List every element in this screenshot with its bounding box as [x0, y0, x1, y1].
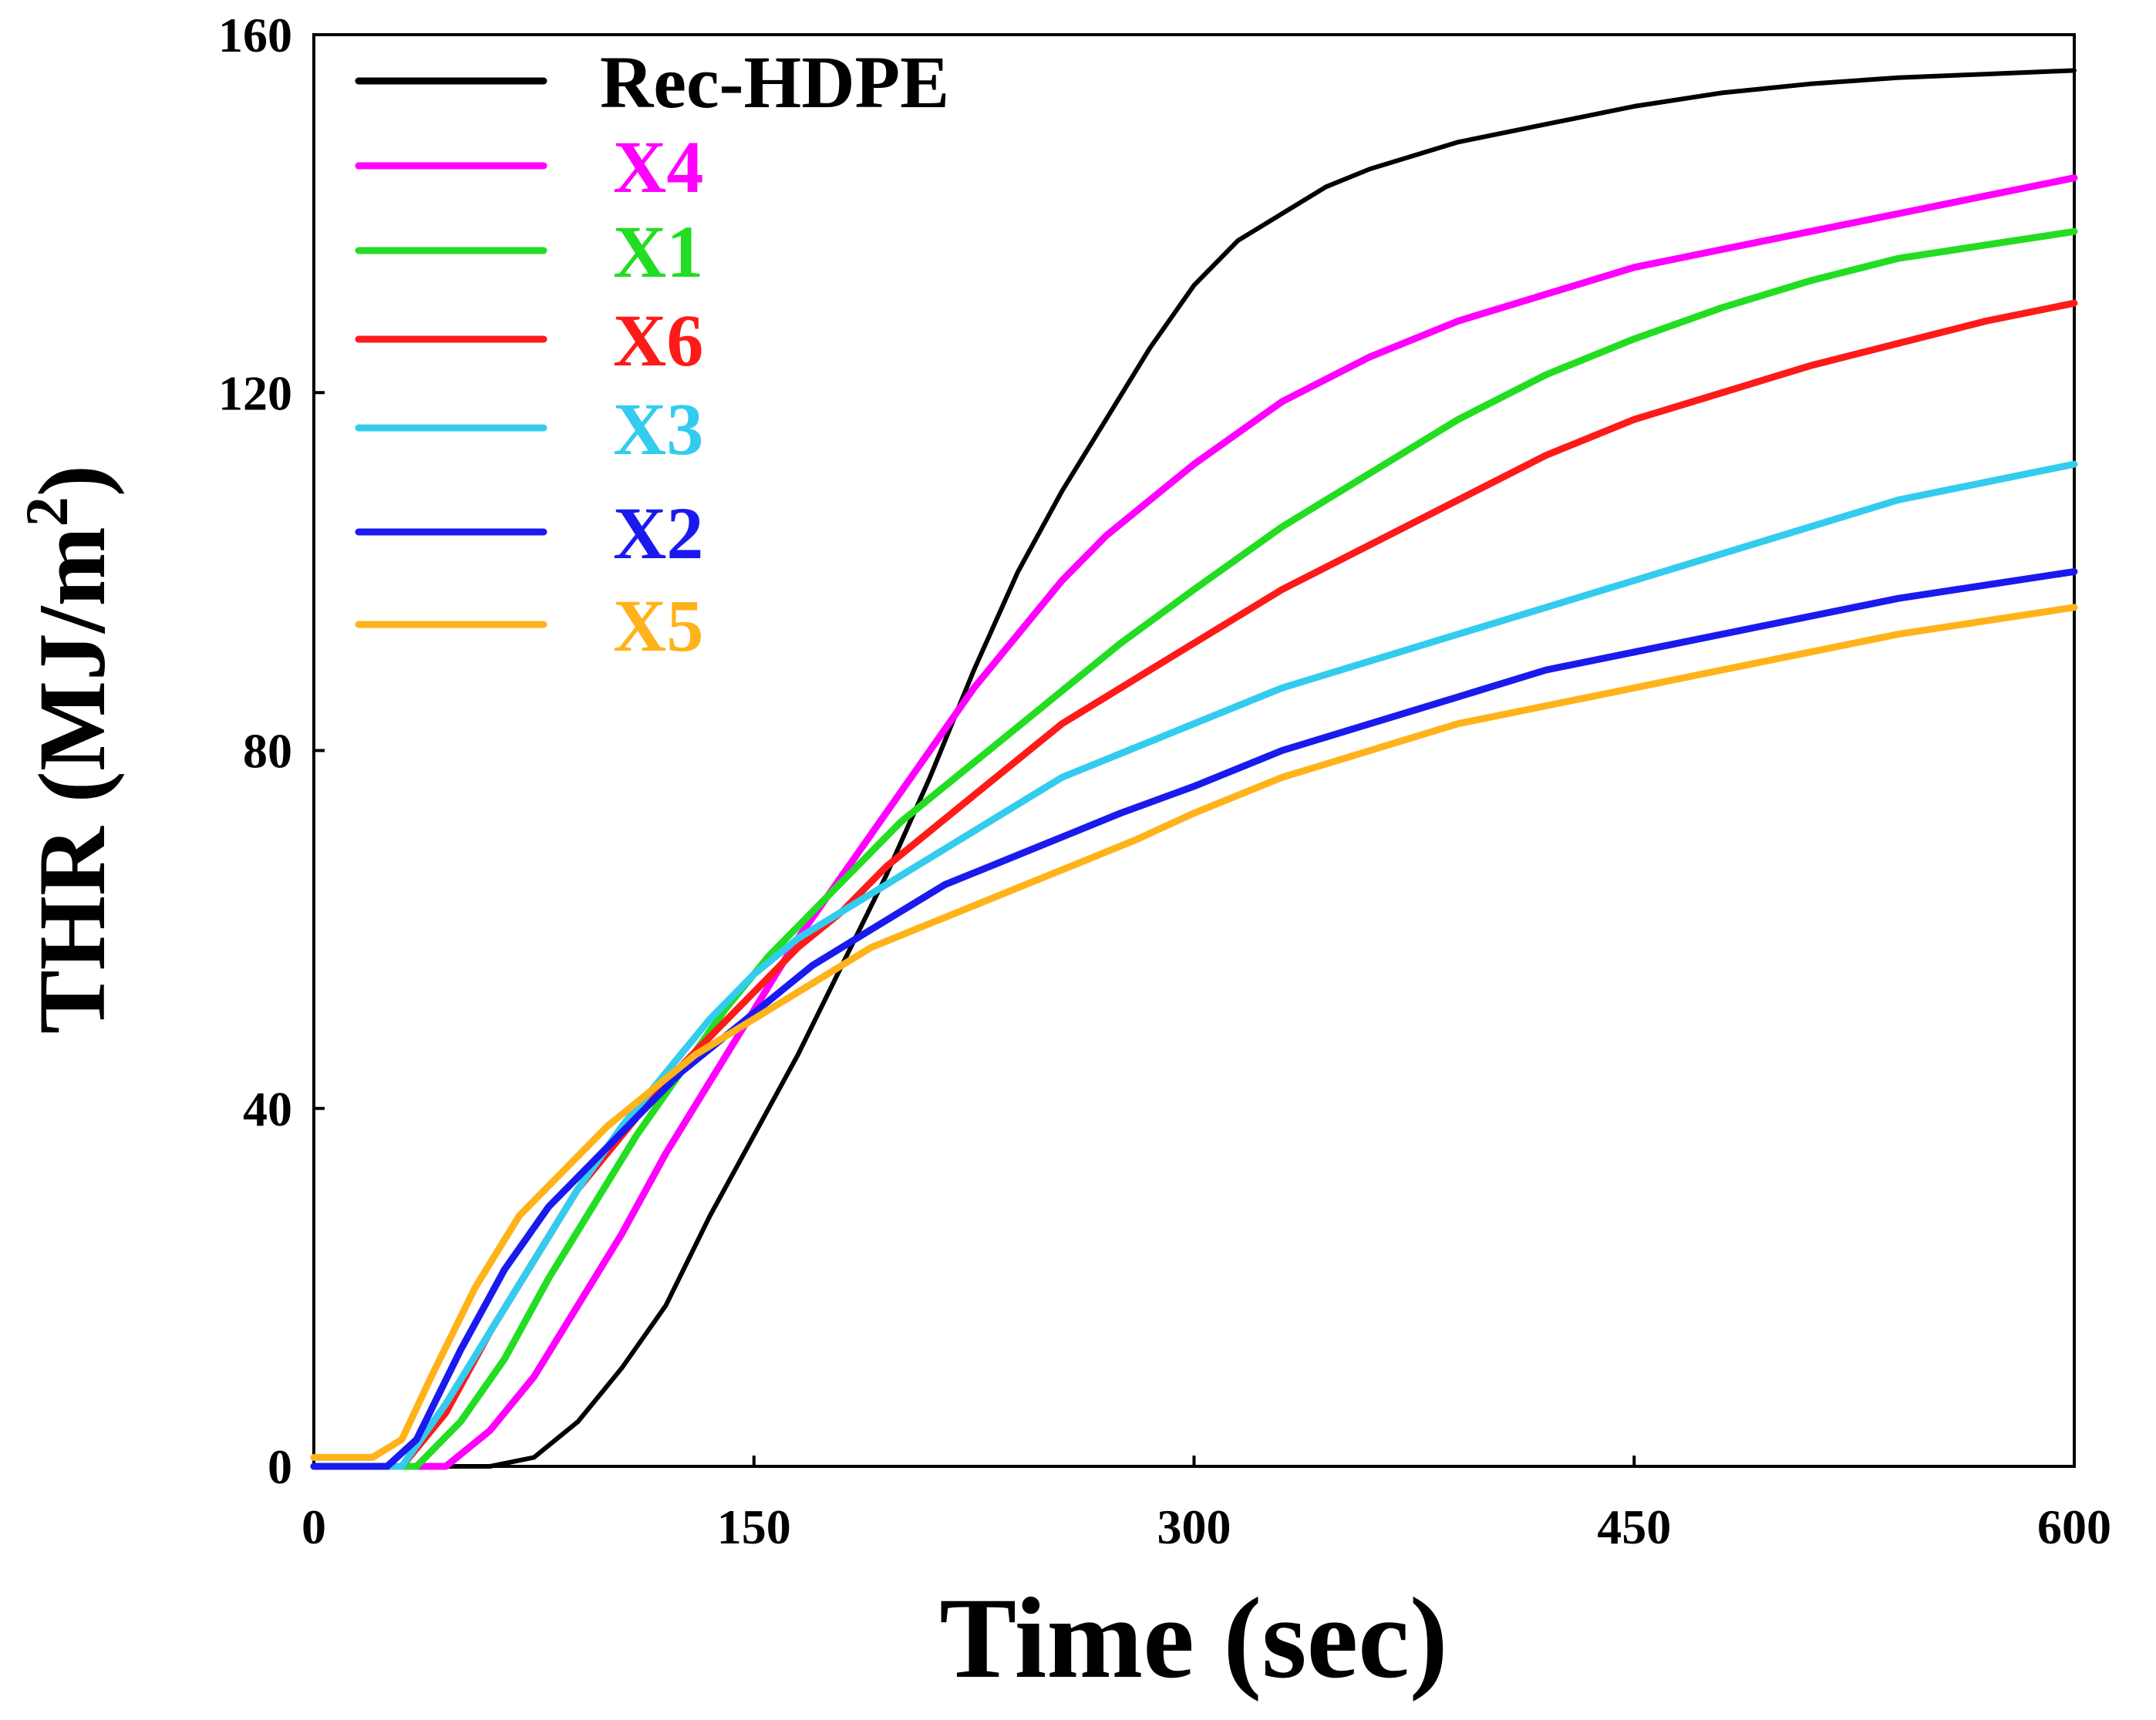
series-line-x4 [310, 174, 2078, 1470]
y-tick-label: 80 [243, 724, 292, 779]
axis-ticks: 0 150 300 450 600 0 40 80 120 160 [218, 8, 2111, 1554]
series-line-x6 [310, 299, 2078, 1470]
legend-label: X5 [613, 584, 703, 667]
y-tick-label: 0 [268, 1439, 292, 1494]
x-tick-label: 600 [2037, 1500, 2111, 1554]
legend-label: X1 [613, 210, 703, 293]
y-axis-title-main: THR (MJ/m [19, 527, 125, 1034]
legend-label: Rec-HDPE [600, 41, 949, 123]
y-axis-title: THR (MJ/m2) [13, 465, 125, 1034]
y-axis-title-suffix: ) [19, 465, 125, 496]
y-tick-label: 160 [218, 8, 292, 62]
legend-label: X2 [613, 492, 703, 574]
series-line-x2 [310, 567, 2078, 1470]
x-tick-label: 0 [302, 1500, 326, 1554]
x-tick-label: 450 [1597, 1500, 1671, 1554]
series-line-x3 [310, 460, 2078, 1470]
series-line-rec-hdpe [312, 68, 2077, 1469]
legend-label: X3 [613, 388, 703, 470]
x-tick-label: 150 [717, 1500, 791, 1554]
x-axis-title: Time (sec) [939, 1574, 1447, 1702]
x-tick-label: 300 [1157, 1500, 1231, 1554]
y-tick-label: 40 [243, 1082, 292, 1136]
legend-label: X4 [613, 126, 703, 208]
plot-area-frame [312, 33, 2076, 1468]
series-line-x1 [310, 227, 2078, 1470]
series-line-x5 [310, 604, 2078, 1461]
series-lines [310, 68, 2078, 1470]
y-tick-label: 120 [218, 365, 292, 420]
legend-label: X6 [613, 299, 703, 382]
y-axis-title-superscript: 2 [13, 496, 80, 527]
